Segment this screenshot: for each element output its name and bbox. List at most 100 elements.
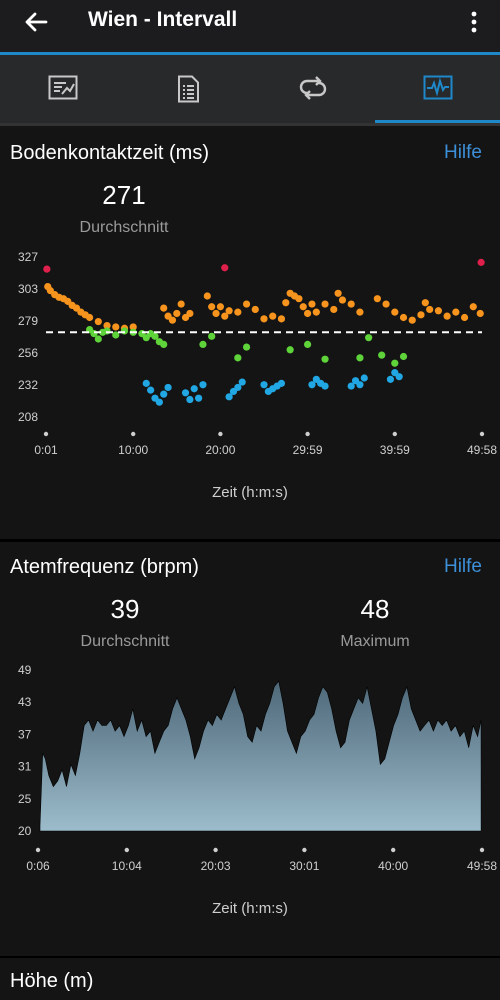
data-point [360,374,368,382]
data-point [168,316,177,324]
data-point [221,312,229,320]
y-tick-label: 327 [18,250,38,264]
data-point [86,313,94,322]
summary-chart-icon [48,75,78,100]
active-tab-indicator [375,120,500,123]
data-point [277,379,286,387]
data-point [347,382,355,390]
data-point [460,313,469,322]
data-point [147,386,155,394]
respiration-rate-chart: 49 43 37 31 25 20 0:06 10:04 20:03 30:01 40:00 49:5… [18,663,497,873]
data-point [221,264,229,272]
data-point [155,398,163,406]
data-point [195,394,203,402]
data-point [399,352,408,361]
x-tick-label: 10:04 [112,859,142,873]
data-point [260,315,268,323]
tab-graphs[interactable] [375,55,500,123]
data-point [426,305,434,314]
data-point [269,312,277,320]
data-point [408,316,416,324]
data-point [282,299,290,307]
tab-summary[interactable] [0,55,125,123]
y-tick-label: 256 [18,346,38,360]
data-point [112,331,120,339]
data-point [177,300,185,308]
data-point [199,340,207,348]
data-point [391,308,399,316]
data-point [164,383,172,392]
data-point [242,300,251,308]
card-title: Höhe (m) [10,970,94,992]
data-point [212,309,220,318]
data-point [356,308,364,316]
data-point [399,313,408,322]
x-tick-dot [35,847,41,853]
x-tick-dot [302,847,307,853]
data-point [321,382,329,390]
x-tick-dot [131,431,136,437]
data-point [421,299,429,307]
data-point [308,381,316,389]
data-point [365,334,373,342]
data-point [308,300,316,308]
data-point [476,309,484,318]
data-point [277,315,286,323]
data-point [43,265,51,273]
data-point [112,323,120,331]
data-point [190,385,198,393]
data-point [160,340,168,348]
average-value: 271 [102,180,146,210]
data-point [295,295,303,303]
help-link[interactable]: Hilfe [443,556,482,577]
x-tick-label: 49:58 [467,859,497,873]
maximum-value: 48 [360,594,390,624]
y-tick-label: 25 [18,792,32,806]
help-link[interactable]: Hilfe [443,142,482,163]
tab-details[interactable] [125,55,250,123]
data-point [181,389,190,397]
data-point [186,395,194,404]
laps-loop-icon [299,76,327,100]
data-point [395,373,403,381]
data-point [160,304,168,312]
data-point [208,332,216,340]
data-point [260,381,268,389]
data-point [469,303,477,311]
data-point [120,327,129,335]
y-tick-label: 49 [18,663,32,677]
elevation-card: Höhe (m) [0,958,500,1000]
data-point [347,300,355,308]
data-point [225,393,233,401]
card-title: Bodenkontaktzeit (ms) [10,142,209,164]
arrow-left-icon[interactable] [20,6,52,38]
data-point [103,327,111,335]
data-point [151,332,159,340]
data-point [238,378,246,386]
data-point [103,321,111,330]
data-point [234,308,242,316]
maximum-label: Maximum [340,633,410,650]
data-point [208,303,216,311]
y-tick-label: 303 [18,282,38,296]
data-point [386,375,395,383]
respiration-rate-card: Atemfrequenz (brpm) Hilfe 39 Durchschnit… [0,542,500,956]
more-vert-icon[interactable] [464,8,484,36]
x-tick-dot [218,431,223,437]
details-list-icon [178,75,199,103]
data-point [142,379,150,387]
data-point [299,303,307,311]
data-point [378,351,386,359]
graphs-icon [423,75,453,100]
page-title: Wien - Intervall [88,8,238,31]
x-axis-label: Zeit (h:m:s) [212,484,288,501]
data-point [199,381,207,389]
y-tick-label: 279 [18,314,38,328]
data-point [173,309,181,318]
average-label: Durchschnitt [80,633,170,650]
data-point [203,292,211,300]
x-tick-label: 40:00 [378,859,408,873]
y-tick-label: 232 [18,378,38,392]
tab-laps[interactable] [250,55,375,123]
average-label: Durchschnitt [79,219,169,236]
